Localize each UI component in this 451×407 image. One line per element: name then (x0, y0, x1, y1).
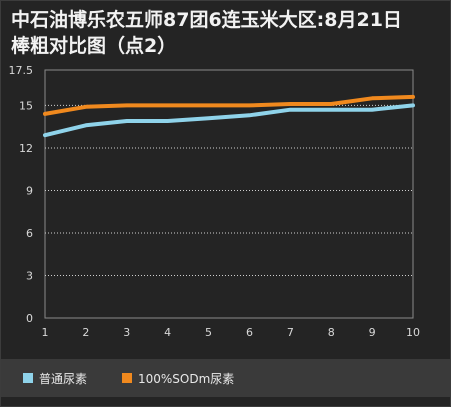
x-tick-label: 10 (406, 326, 420, 339)
x-tick-label: 5 (205, 326, 212, 339)
series-line-2 (43, 94, 415, 116)
x-tick-label: 8 (328, 326, 335, 339)
series-line-1 (43, 103, 415, 138)
y-tick-label: 6 (26, 227, 33, 240)
chart-title-line-1: 中石油博乐农五师87团6连玉米大区:8月21日 (11, 9, 402, 31)
x-tick-label: 1 (42, 326, 49, 339)
y-tick-label: 3 (26, 269, 33, 282)
legend-item-series-1: 普通尿素 (23, 371, 88, 386)
chart-title-line-2: 棒粗对比图（点2） (11, 35, 177, 57)
y-tick-label: 15 (19, 99, 33, 112)
x-tick-label: 9 (369, 326, 376, 339)
plot-border (44, 69, 414, 319)
x-tick-label: 7 (287, 326, 294, 339)
legend-swatch-series-2 (122, 373, 132, 383)
x-tick-label: 6 (246, 326, 253, 339)
legend-label-series-1: 普通尿素 (39, 371, 88, 386)
y-tick-label: 9 (26, 184, 33, 197)
x-tick-label: 3 (123, 326, 130, 339)
legend-item-series-2: 100%SODm尿素 (122, 371, 235, 386)
legend-swatch-series-1 (23, 373, 33, 383)
x-tick-label: 4 (164, 326, 171, 339)
legend-label-series-2: 100%SODm尿素 (138, 371, 235, 386)
y-tick-label: 12 (19, 142, 33, 155)
legend: 普通尿素 100%SODm尿素 (1, 359, 450, 397)
y-tick-label: 17.5 (9, 64, 34, 77)
y-tick-label: 0 (26, 312, 33, 325)
x-tick-label: 2 (82, 326, 89, 339)
chart-title: 中石油博乐农五师87团6连玉米大区:8月21日 棒粗对比图（点2） (11, 7, 441, 59)
